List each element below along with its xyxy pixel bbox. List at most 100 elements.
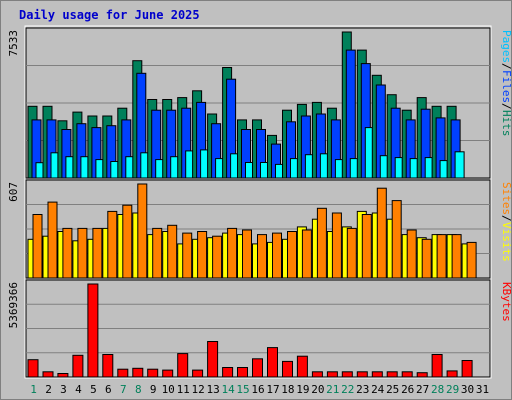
x-tick-label: 6 (105, 383, 112, 396)
bar-sites-day-22 (346, 227, 357, 279)
x-tick-label: 17 (266, 383, 279, 396)
x-tick-label: 5 (90, 383, 97, 396)
x-tick-label: 14 (221, 383, 235, 396)
bar-kbytes-day-6 (102, 354, 114, 378)
bar-kbytes-day-3 (57, 373, 69, 378)
bar-kbytes-day-2 (42, 371, 54, 378)
bar-kbytes-day-15 (237, 367, 248, 378)
x-tick-label: 12 (191, 383, 204, 396)
x-tick-label: 31 (476, 383, 489, 396)
bar-kbytes-day-18 (282, 360, 293, 378)
x-tick-label: 13 (206, 383, 219, 396)
x-tick-label: 16 (251, 383, 264, 396)
bar-kbytes-day-23 (356, 371, 368, 378)
bar-sites-day-24 (376, 187, 387, 279)
bar-kbytes-day-9 (147, 368, 159, 378)
bar-kbytes-day-22 (341, 371, 353, 378)
legend-sep: / (500, 215, 512, 222)
bar-sites-day-28 (436, 234, 447, 279)
x-tick-label: 2 (45, 383, 52, 396)
bar-sites-day-17 (272, 232, 282, 279)
x-tick-label: 3 (60, 383, 67, 396)
bar-kbytes-day-11 (177, 353, 189, 378)
bar-kbytes-day-1 (27, 359, 39, 378)
bar-sites-day-14 (227, 227, 238, 279)
x-tick-label: 15 (236, 383, 249, 396)
legend-kbytes: KBytes (500, 282, 512, 322)
legend-visits-sites: Sites/Visits (500, 182, 512, 262)
bar-kbytes-day-19 (296, 355, 308, 378)
legend-sep: / (500, 63, 512, 70)
legend-sites: Sites (500, 182, 512, 215)
bar-sites-day-27 (421, 238, 432, 279)
x-tick-label: 19 (296, 383, 309, 396)
legend-hits: Hits (500, 110, 512, 137)
bar-kbytes-day-5 (87, 283, 99, 378)
x-tick-label: 4 (75, 383, 82, 396)
x-tick-label: 21 (326, 383, 339, 396)
x-tick-label: 26 (401, 383, 414, 396)
bar-sites-day-2 (47, 201, 58, 279)
chart-title: Daily usage for June 2025 (19, 8, 200, 22)
bar-sites-day-15 (242, 229, 252, 279)
bar-kbytes-day-20 (311, 371, 323, 378)
legend-sep: / (500, 103, 512, 110)
bar-sites-day-9 (152, 227, 163, 279)
x-tick-label: 25 (386, 383, 399, 396)
bar-sites-day-19 (301, 229, 312, 279)
bar-sites-day-29 (451, 234, 462, 279)
bar-sites-day-11 (182, 232, 193, 279)
bar-kbytes-day-26 (401, 371, 413, 378)
bar-kbytes-day-30 (461, 360, 473, 378)
y-max-label: 7533 (7, 30, 20, 57)
bar-sites-day-6 (107, 210, 118, 279)
bar-kbytes-day-13 (207, 341, 219, 378)
bar-kbytes-day-4 (72, 354, 84, 378)
bar-sites-day-18 (287, 231, 297, 279)
x-tick-label: 10 (162, 383, 175, 396)
legend-files: Files (500, 70, 512, 103)
legend-hits-files-pages: Pages/Files/Hits (500, 30, 512, 137)
bar-kbytes-day-29 (446, 370, 458, 378)
bar-kbytes-day-21 (326, 371, 338, 378)
bar-kbytes-day-24 (371, 371, 383, 378)
bar-sites-day-13 (212, 235, 223, 279)
bar-sites-day-25 (391, 200, 402, 279)
bar-sites-day-16 (257, 234, 267, 279)
x-tick-label: 23 (356, 383, 369, 396)
bar-kbytes-day-7 (117, 368, 129, 378)
bar-kbytes-day-27 (416, 372, 428, 378)
bar-sites-day-1 (32, 214, 43, 279)
x-tick-label: 18 (281, 383, 294, 396)
bar-kbytes-day-14 (222, 367, 234, 378)
y-max-label: 607 (7, 182, 20, 202)
x-tick-label: 22 (341, 383, 354, 396)
y-max-label: 5369366 (7, 282, 20, 328)
x-tick-label: 24 (371, 383, 385, 396)
bar-sites-day-12 (197, 231, 208, 279)
x-tick-label: 20 (311, 383, 324, 396)
legend-pages: Pages (500, 30, 512, 63)
bar-kbytes-day-25 (386, 371, 398, 378)
x-tick-label: 28 (431, 383, 444, 396)
bar-sites-day-30 (466, 241, 477, 279)
x-tick-label: 9 (150, 383, 157, 396)
x-tick-label: 11 (177, 383, 190, 396)
legend-kbytes: KBytes (500, 282, 512, 322)
chart-border (24, 25, 492, 379)
bar-sites-day-4 (77, 227, 88, 279)
bar-sites-day-8 (137, 183, 148, 279)
bar-sites-day-10 (167, 224, 178, 279)
legend-visits: Visits (500, 222, 512, 262)
bar-kbytes-day-8 (132, 367, 144, 378)
bar-sites-day-21 (331, 212, 342, 279)
bar-pages-day-29 (454, 151, 465, 179)
bar-kbytes-day-12 (192, 369, 204, 378)
x-tick-label: 8 (135, 383, 142, 396)
x-tick-label: 1 (30, 383, 37, 396)
x-tick-label: 30 (461, 383, 474, 396)
bar-kbytes-day-17 (267, 347, 278, 378)
bar-sites-day-3 (62, 227, 73, 279)
bar-kbytes-day-10 (162, 369, 174, 378)
bar-kbytes-day-28 (431, 354, 443, 378)
